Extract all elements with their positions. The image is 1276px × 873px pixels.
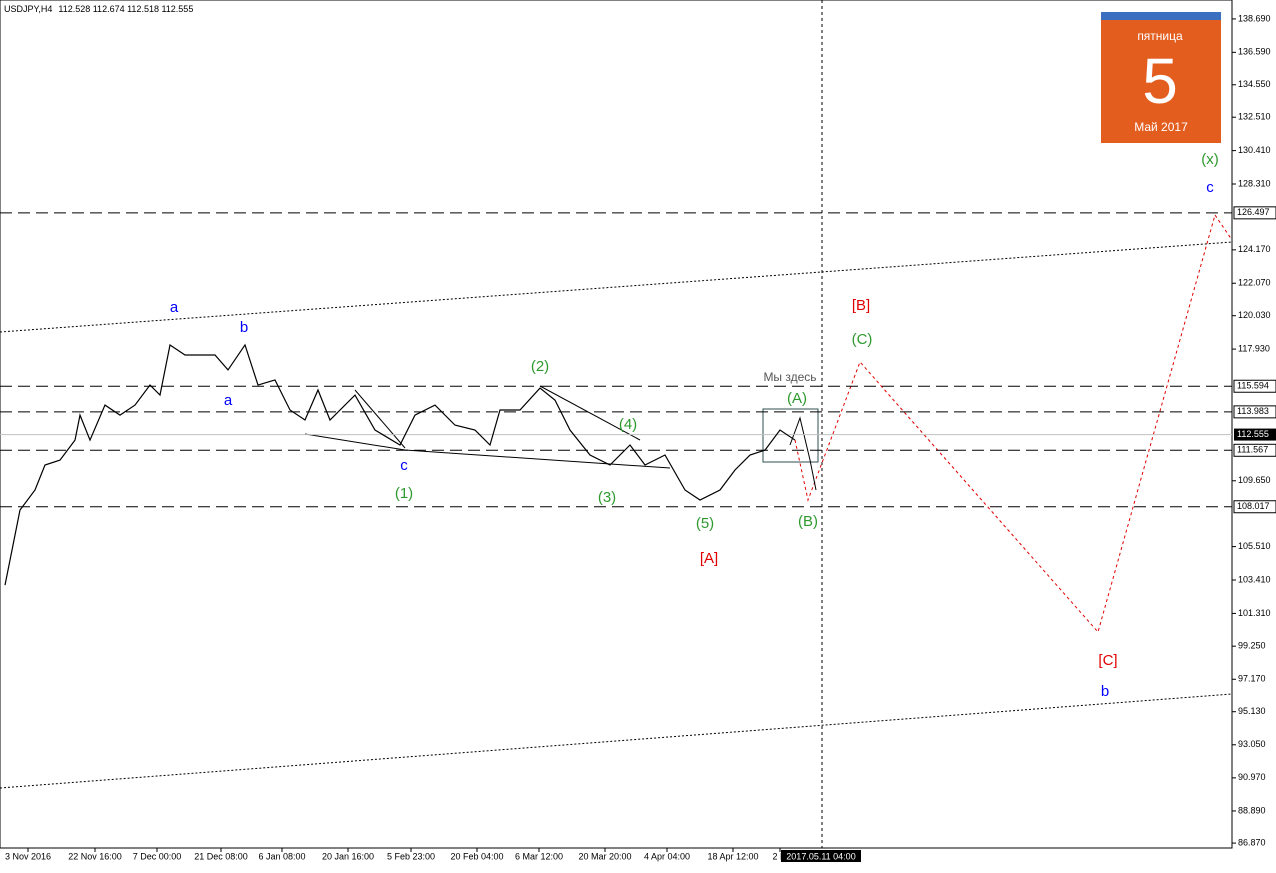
x-tick-label: 4 Apr 04:00 [644, 851, 690, 861]
level-label: 126.497 [1237, 207, 1270, 217]
channel-lower [0, 693, 1233, 789]
wave-label: (B) [798, 513, 818, 530]
y-tick-label: 128.310 [1238, 178, 1271, 188]
calendar-day: 5 [1142, 45, 1178, 117]
y-tick-label: 120.030 [1238, 310, 1271, 320]
y-tick-label: 101.310 [1238, 608, 1271, 618]
y-tick-label: 105.510 [1238, 541, 1271, 551]
x-tick-label: 6 Jan 08:00 [258, 851, 305, 861]
wave-label: [A] [700, 550, 718, 567]
y-tick-label: 109.650 [1238, 475, 1271, 485]
level-label: 108.017 [1237, 501, 1270, 511]
y-tick-label: 97.170 [1238, 674, 1266, 684]
y-tick-label: 122.070 [1238, 278, 1271, 288]
y-tick-label: 138.690 [1238, 13, 1271, 23]
y-tick-label: 134.550 [1238, 79, 1271, 89]
plot-frame [0, 0, 1233, 849]
current-price-label: 112.555 [1237, 429, 1269, 439]
trend-line [539, 385, 641, 441]
x-tick-label: 22 Nov 16:00 [68, 851, 122, 861]
x-tick-label: 2 M [772, 851, 787, 861]
wave-label: b [1101, 683, 1109, 700]
zone-box [762, 408, 819, 463]
wave-label: [C] [1098, 652, 1117, 669]
calendar-month: Май 2017 [1134, 120, 1188, 134]
wave-label: (4) [619, 416, 637, 433]
calendar-rings [1101, 12, 1221, 20]
level-label: 111.567 [1237, 445, 1268, 455]
level-label-box [1233, 405, 1276, 419]
y-tick-label: 132.510 [1238, 112, 1271, 122]
wave-label: (5) [696, 515, 714, 532]
y-tick-label: 136.590 [1238, 47, 1271, 57]
wave-label: c [400, 457, 408, 474]
y-tick-label: 88.890 [1238, 805, 1266, 815]
level-label-box [1233, 379, 1276, 393]
level-label: 115.594 [1237, 381, 1269, 391]
channel-upper [0, 241, 1233, 333]
x-tick-label: 21 Dec 08:00 [194, 851, 248, 861]
price-line [4, 343, 796, 586]
x-tick-label: 20 Feb 04:00 [450, 851, 503, 861]
wave-label: a [224, 392, 233, 409]
wave-label: [B] [852, 297, 870, 314]
level-label-box [1233, 443, 1276, 457]
current-price-box [1234, 428, 1276, 441]
calendar-bg [1101, 12, 1221, 143]
y-tick-label: 95.130 [1238, 706, 1266, 716]
x-tick-label: 20 Mar 20:00 [578, 851, 631, 861]
sub-wave [789, 416, 817, 491]
ohlc: 112.528 112.674 112.518 112.555 [58, 4, 193, 14]
cursor-time: 2017.05.11 04:00 [786, 851, 855, 861]
x-tick-label: 18 Apr 12:00 [707, 851, 758, 861]
wave-label: b [240, 319, 248, 336]
y-tick-label: 103.410 [1238, 574, 1271, 584]
y-tick-label: 86.870 [1238, 837, 1266, 847]
symbol-header: USDJPY,H4 112.528 112.674 112.518 112.555 [4, 4, 193, 14]
wave-label: (C) [852, 331, 873, 348]
wave-label: (3) [598, 489, 616, 506]
wave-label: (x) [1201, 151, 1219, 168]
level-label-box [1233, 500, 1276, 514]
y-tick-label: 124.170 [1238, 244, 1271, 254]
calendar-weekday: пятница [1137, 29, 1183, 43]
y-tick-label: 99.250 [1238, 641, 1266, 651]
wave-label: (A) [787, 390, 807, 407]
symbol: USDJPY,H4 [4, 4, 52, 14]
x-tick-label: 3 Nov 2016 [5, 851, 51, 861]
cursor-time-box [781, 850, 861, 862]
x-tick-label: 20 Jan 16:00 [322, 851, 374, 861]
y-tick-label: 117.930 [1238, 343, 1270, 353]
y-tick-label: 130.410 [1238, 145, 1271, 155]
calendar: пятница 5 Май 2017 [1101, 12, 1221, 143]
trend-line [354, 389, 406, 449]
x-tick-label: 5 Feb 23:00 [387, 851, 435, 861]
wave-label: c [1206, 179, 1214, 196]
x-tick-label: 7 Dec 00:00 [133, 851, 182, 861]
x-tick-label: 6 Mar 12:00 [515, 851, 563, 861]
wave-label: (1) [395, 485, 413, 502]
note: Мы здесь [763, 370, 816, 384]
wave-label: (2) [531, 358, 549, 375]
wave-label: a [170, 299, 179, 316]
y-tick-label: 90.970 [1238, 772, 1266, 782]
level-label-box [1233, 206, 1276, 220]
y-tick-label: 93.050 [1238, 739, 1266, 749]
level-label: 113.983 [1237, 406, 1269, 416]
